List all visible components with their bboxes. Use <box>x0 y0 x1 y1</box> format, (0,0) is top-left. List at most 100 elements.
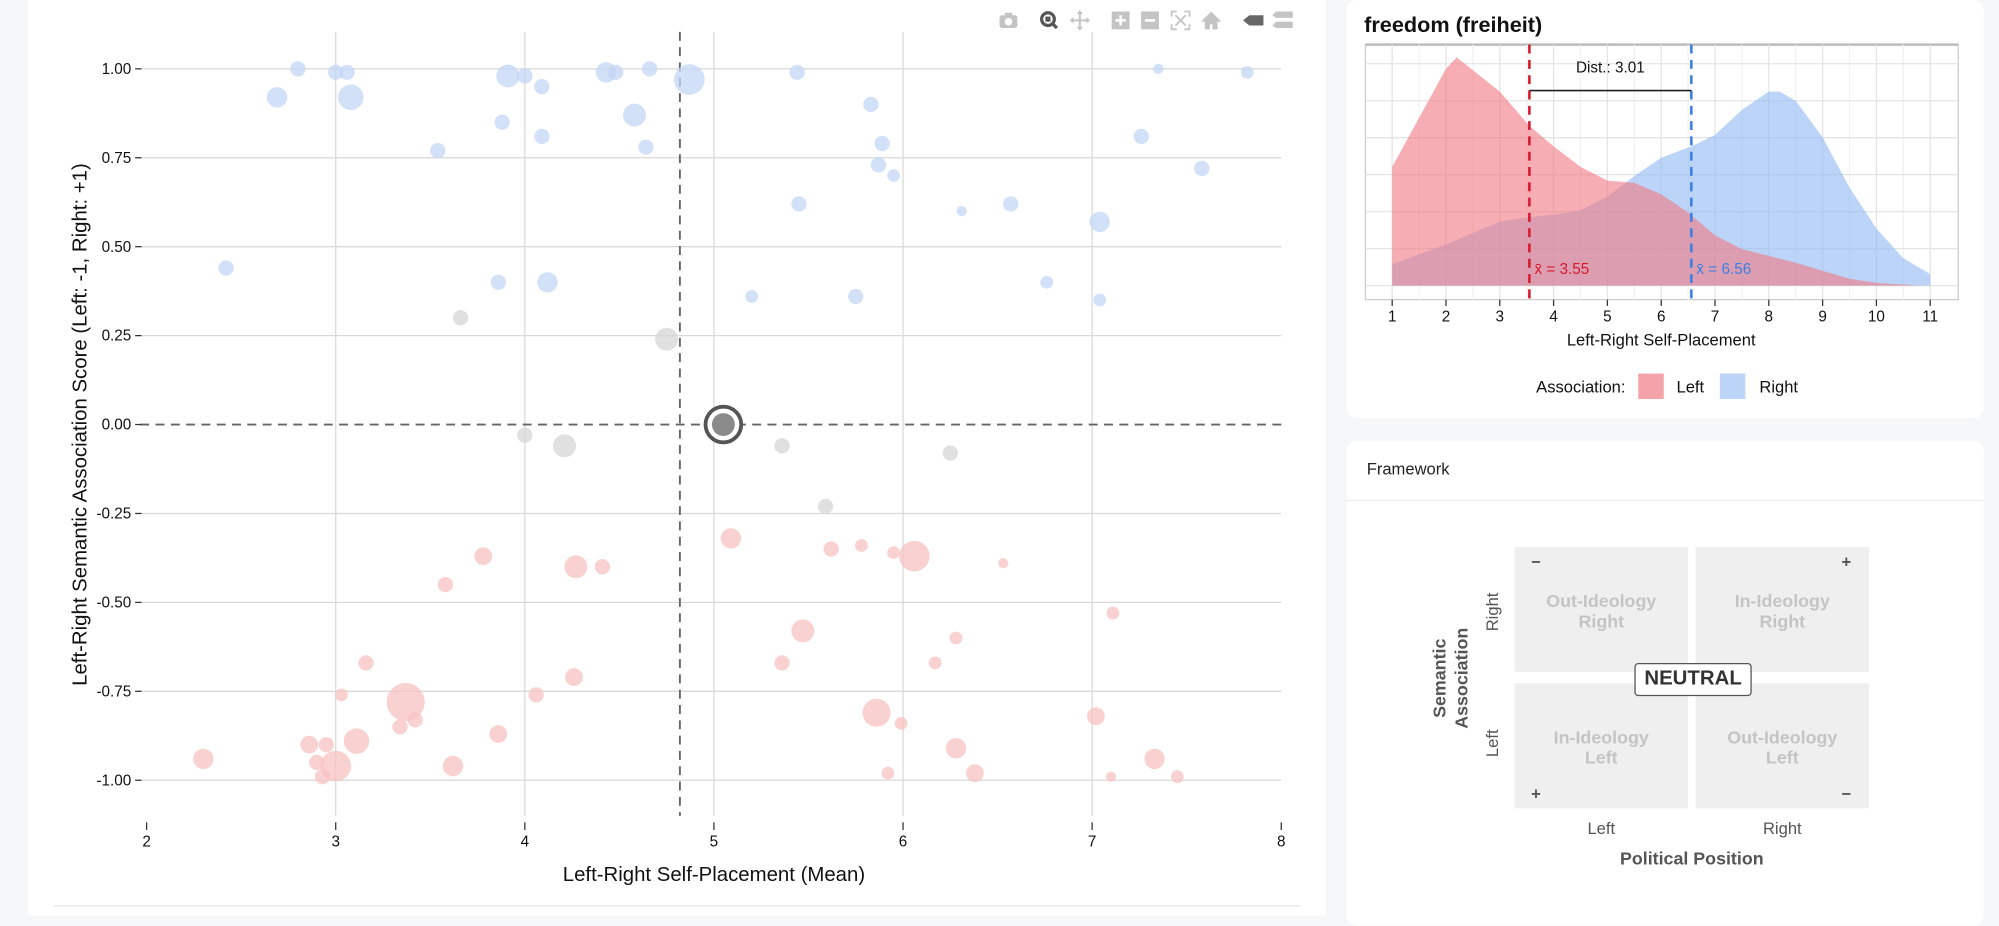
zoom-out-icon[interactable] <box>1138 10 1161 30</box>
x-tick-label: 6 <box>899 834 908 851</box>
y-tick-label: 1.00 <box>102 61 132 78</box>
data-point-left <box>928 656 942 670</box>
data-point-right <box>218 260 234 276</box>
mean-label-left: x̄ = 3.55 <box>1534 261 1589 278</box>
quadrant-label: Out-Ideology <box>1546 590 1657 611</box>
quadrant-label: In-Ideology <box>1734 590 1830 611</box>
x-tick-label: 11 <box>1922 308 1938 325</box>
data-point-right <box>537 272 558 293</box>
x-tick-label: 4 <box>1549 308 1558 325</box>
quadrant-label: In-Ideology <box>1553 726 1649 748</box>
x-axis-title: Left-Right Self-Placement (Mean) <box>563 864 865 886</box>
x-tick-label: 7 <box>1088 834 1097 851</box>
data-point-left <box>474 547 493 566</box>
highlighted-point-core <box>711 413 735 437</box>
data-point-left <box>343 728 370 754</box>
home-icon[interactable] <box>1200 10 1223 30</box>
data-point-right <box>641 61 658 77</box>
data-point-left <box>881 766 895 780</box>
x-tick-label: 2 <box>1442 308 1451 325</box>
camera-icon[interactable] <box>997 10 1020 30</box>
quadrant-label: Out-Ideology <box>1727 726 1838 748</box>
data-point-left <box>407 712 423 728</box>
legend-label-right: Right <box>1759 378 1798 397</box>
hover-closest-icon[interactable] <box>1242 10 1265 30</box>
divider <box>1346 499 1984 502</box>
data-point-left <box>887 546 900 559</box>
data-point-right <box>517 68 533 84</box>
data-point-right <box>874 135 890 152</box>
data-point-left <box>594 559 611 575</box>
y-axis-title-line1: Semantic <box>1430 639 1450 718</box>
data-point-right <box>339 64 355 81</box>
data-point-right <box>1133 128 1149 145</box>
x-tick-label: 7 <box>1711 308 1720 325</box>
data-point-left <box>335 688 348 702</box>
zoom-in-icon[interactable] <box>1109 10 1132 30</box>
y-tick-label: -0.75 <box>96 683 131 700</box>
quadrant-in-ideology-right: In-Ideology Right + <box>1695 546 1870 672</box>
data-point-right <box>638 139 654 155</box>
data-point-right <box>328 64 344 81</box>
y-tick-label: 0.50 <box>102 239 132 256</box>
data-point-neutral <box>817 498 834 515</box>
x-tick-label: 10 <box>1868 308 1885 325</box>
data-point-neutral <box>553 434 577 458</box>
quadrant-label: Left <box>1584 747 1618 768</box>
neutral-label: NEUTRAL <box>1634 662 1752 697</box>
data-point-right <box>887 169 900 182</box>
zoom-icon[interactable] <box>1038 10 1061 30</box>
plus-sign: + <box>1841 552 1852 572</box>
data-point-neutral <box>452 310 469 326</box>
data-point-left <box>998 558 1009 569</box>
data-point-left <box>862 698 891 727</box>
data-point-right <box>490 274 506 290</box>
legend-title: Association: <box>1536 378 1625 397</box>
data-point-left <box>1105 771 1117 782</box>
data-point-left <box>442 755 464 777</box>
data-point-left <box>358 655 374 671</box>
data-point-left <box>1106 606 1120 620</box>
hover-compare-icon[interactable] <box>1271 10 1294 30</box>
quadrant-label: Right <box>1759 610 1806 632</box>
data-point-left <box>949 631 963 645</box>
legend-swatch-left <box>1638 373 1664 400</box>
data-point-left <box>1087 707 1105 726</box>
x-tick-label: 2 <box>142 834 151 851</box>
autoscale-icon[interactable] <box>1169 10 1192 31</box>
data-point-right <box>1040 275 1054 289</box>
data-point-right <box>1153 63 1164 74</box>
x-tick-label: 1 <box>1388 308 1397 325</box>
x-tick-label: 6 <box>1657 308 1666 325</box>
x-label-right: Right <box>1763 819 1802 838</box>
data-point-right <box>496 64 520 88</box>
divider <box>53 905 1301 907</box>
data-point-left <box>965 764 984 783</box>
data-point-right <box>863 96 879 113</box>
data-point-right <box>534 78 550 95</box>
y-tick-label: -1.00 <box>96 772 131 789</box>
data-point-right <box>848 288 864 305</box>
data-point-left <box>823 541 839 557</box>
data-point-left <box>894 716 908 730</box>
y-label-left: Left <box>1483 729 1502 757</box>
data-point-left <box>774 655 790 671</box>
framework-title: Framework <box>1366 458 1450 479</box>
pan-icon[interactable] <box>1068 10 1091 31</box>
data-point-right <box>870 157 887 173</box>
x-tick-label: 8 <box>1765 308 1774 325</box>
data-point-right <box>1194 160 1210 177</box>
y-tick-label: 0.75 <box>102 150 132 167</box>
data-point-right <box>290 61 306 77</box>
scatter-card <box>28 0 1326 916</box>
data-point-right <box>1089 211 1110 232</box>
data-point-neutral <box>655 327 679 351</box>
y-axis-title: Left-Right Semantic Association Score (L… <box>70 163 92 686</box>
density-x-axis-title: Left-Right Self-Placement <box>1567 330 1756 349</box>
data-point-left <box>437 576 454 593</box>
data-point-left <box>392 719 408 735</box>
data-point-right <box>338 84 364 111</box>
y-label-right: Right <box>1483 592 1502 631</box>
data-point-left <box>564 555 588 579</box>
